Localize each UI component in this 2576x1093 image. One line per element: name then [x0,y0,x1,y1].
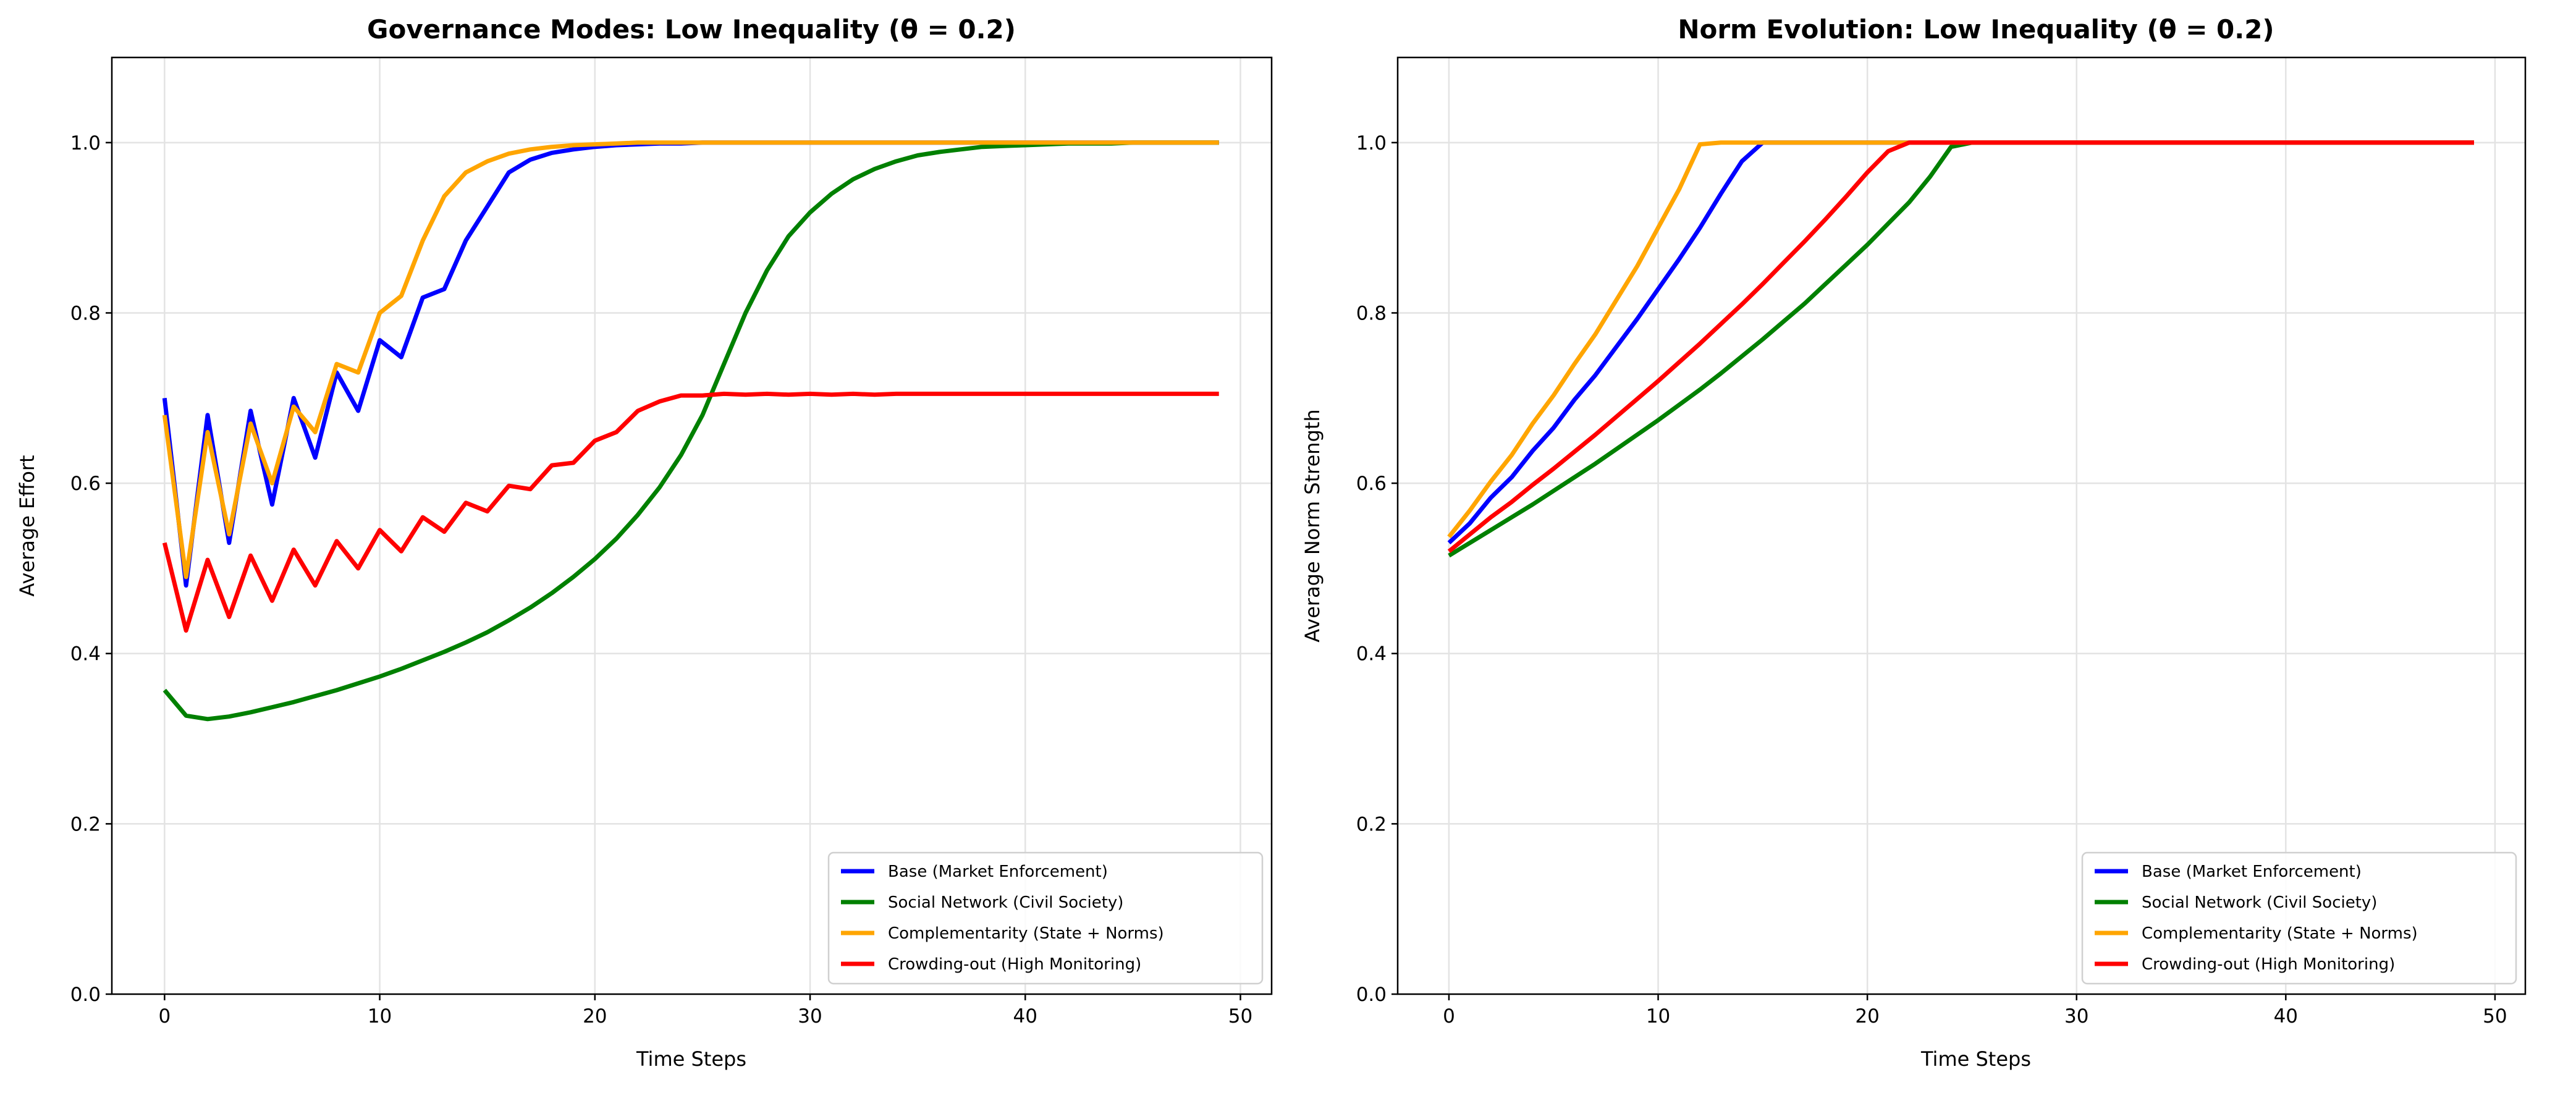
y-axis-label: Average Effort [15,455,39,596]
legend-label: Crowding-out (High Monitoring) [2142,955,2395,974]
x-axis-label: Time Steps [636,1047,746,1071]
y-tick-label: 0.8 [70,302,101,324]
legend: Base (Market Enforcement) Social Network … [827,851,1264,985]
norm-chart: Norm Evolution: Low Inequality (θ = 0.2)… [1301,14,2527,1071]
x-tick-label: 10 [1646,1005,1670,1028]
y-tick-label: 0.0 [1356,984,1387,1006]
x-tick-label: 50 [2483,1005,2507,1028]
x-tick-label: 30 [2064,1005,2088,1028]
x-tick-label: 40 [2274,1005,2298,1028]
chart-title: Governance Modes: Low Inequality (θ = 0.… [367,14,1016,44]
x-tick-label: 40 [1013,1005,1037,1028]
y-tick-label: 0.4 [70,643,101,665]
legend-frame [827,851,1264,985]
y-tick-label: 0.6 [70,473,101,495]
legend-label: Social Network (Civil Society) [2142,893,2377,912]
x-tick-label: 10 [368,1005,392,1028]
series-line-2 [1447,140,2474,539]
y-tick-label: 0.6 [1356,473,1387,495]
x-tick-label: 20 [1855,1005,1879,1028]
x-axis-label: Time Steps [1920,1047,2031,1071]
chart-title: Norm Evolution: Low Inequality (θ = 0.2) [1678,14,2274,44]
effort-chart: Governance Modes: Low Inequality (θ = 0.… [15,14,1273,1071]
y-tick-label: 1.0 [70,132,101,154]
plot-frame [111,56,1273,995]
y-tick-label: 0.2 [70,813,101,835]
x-tick-label: 30 [798,1005,822,1028]
series-line-3 [1447,140,2474,554]
y-tick-label: 0.0 [70,984,101,1006]
y-axis-label: Average Norm Strength [1301,409,1324,642]
y-tick-label: 0.4 [1356,643,1387,665]
legend-label: Social Network (Civil Society) [888,893,1123,912]
x-tick-label: 20 [583,1005,607,1028]
legend-label: Complementarity (State + Norms) [888,924,1164,943]
x-tick-label: 50 [1228,1005,1252,1028]
y-tick-label: 1.0 [1356,132,1387,154]
legend-label: Base (Market Enforcement) [2142,863,2362,881]
legend: Base (Market Enforcement) Social Network … [2081,851,2517,985]
plot-frame [1396,56,2527,995]
y-tick-label: 0.2 [1356,813,1387,835]
series-line-2 [162,140,1219,580]
legend-label: Complementarity (State + Norms) [2142,924,2418,943]
series-line-1 [1448,140,2474,558]
legend-frame [2081,851,2517,985]
series-line-3 [162,391,1219,633]
series-line-0 [162,140,1219,588]
legend-label: Crowding-out (High Monitoring) [888,955,1141,974]
legend-label: Base (Market Enforcement) [888,863,1108,881]
y-tick-label: 0.8 [1356,302,1387,324]
x-tick-label: 0 [1443,1005,1455,1028]
x-tick-label: 0 [158,1005,171,1028]
